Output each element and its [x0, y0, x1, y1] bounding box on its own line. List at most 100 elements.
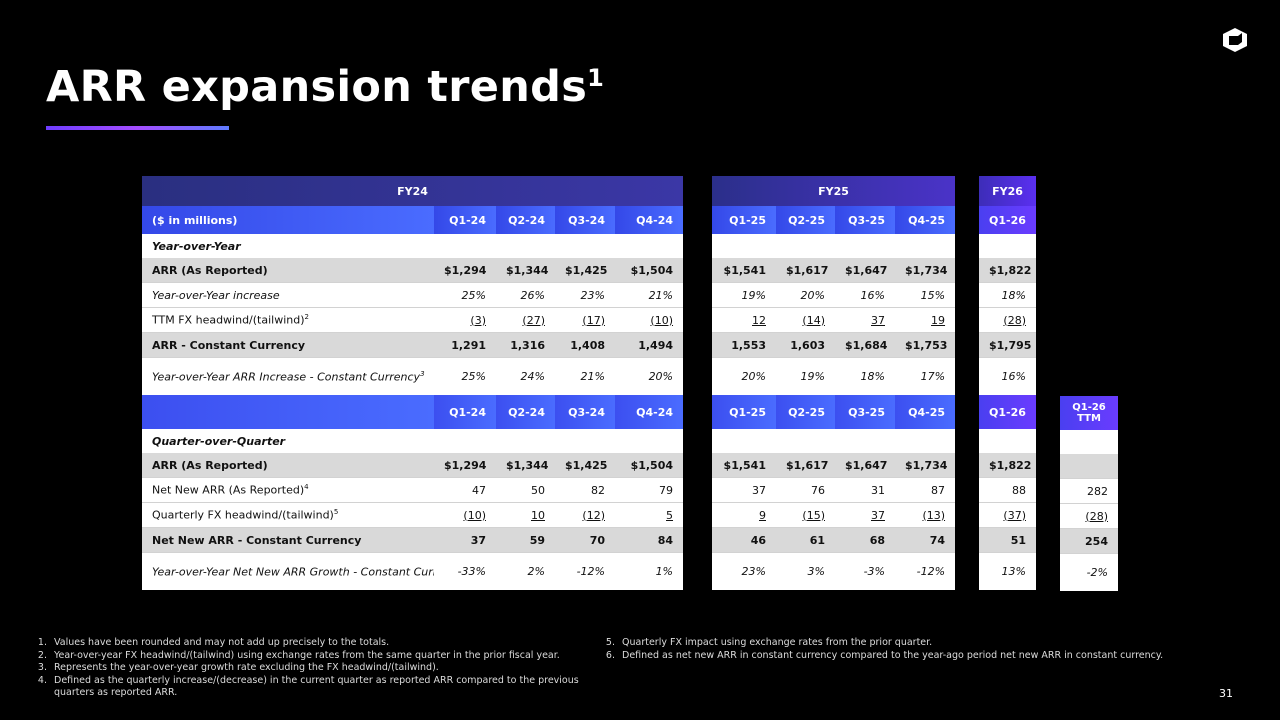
- table-cell: 37: [434, 527, 496, 553]
- table-cell: 37: [712, 477, 776, 503]
- table-cell: $1,344: [496, 258, 555, 283]
- footnote: Represents the year-over-year growth rat…: [50, 662, 586, 675]
- row-label: Year-over-Year ARR Increase - Constant C…: [142, 357, 434, 395]
- table-cell: $1,822: [979, 453, 1036, 478]
- row-label: Net New ARR - Constant Currency: [142, 527, 434, 553]
- table-cell: 51: [979, 527, 1036, 553]
- table-cell: 3%: [776, 552, 835, 590]
- fy24-col-header: Q3-24: [555, 206, 615, 234]
- table-cell: $1,617: [776, 258, 835, 283]
- table-cell: 1,316: [496, 332, 555, 358]
- section-yoy: Year-over-Year: [142, 234, 684, 258]
- table-cell: (37): [979, 502, 1036, 528]
- table-row: 9 (15) 37 (13): [712, 502, 956, 528]
- table-cell: 16%: [979, 357, 1036, 395]
- fy25-col-header: Q1-25: [712, 206, 776, 234]
- fy25-col-header: Q2-25: [776, 395, 835, 429]
- table-row: 282: [1060, 478, 1118, 504]
- table-cell: 88: [979, 477, 1036, 503]
- ttm-header: Q1-26 TTM: [1060, 396, 1118, 430]
- fy26-quarter-top: Q1-26: [979, 206, 1036, 234]
- fy25-col-header: Q3-25: [835, 206, 895, 234]
- footnote: Year-over-year FX headwind/(tailwind) us…: [50, 650, 586, 663]
- table-cell: $1,684: [835, 332, 895, 358]
- fy25-col-header: Q4-25: [895, 206, 956, 234]
- table-cell: 13%: [979, 552, 1036, 590]
- table-cell: $1,753: [895, 332, 956, 358]
- table-cell: 2%: [496, 552, 555, 590]
- table-row: 46 61 68 74: [712, 527, 956, 553]
- fy26-quarter-bottom: Q1-26: [979, 395, 1036, 429]
- table-cell: $1,294: [434, 453, 496, 478]
- table-cell: (28): [979, 307, 1036, 333]
- footnotes-left: Values have been rounded and may not add…: [26, 637, 586, 700]
- table-cell: $1,795: [979, 332, 1036, 358]
- table-row: ARR - Constant Currency 1,291 1,316 1,408 1,…: [142, 332, 684, 358]
- table-cell: 76: [776, 477, 835, 503]
- table-cell: 59: [496, 527, 555, 553]
- table-row: Year-over-Year Net New ARR Growth - Cons…: [142, 552, 684, 590]
- footnote: Quarterly FX impact using exchange rates…: [618, 637, 1194, 650]
- table-cell: 1,553: [712, 332, 776, 358]
- table-row: $1,795: [979, 332, 1036, 358]
- table-row: 16%: [979, 357, 1036, 395]
- table-cell: 12: [712, 307, 776, 333]
- footnote: Values have been rounded and may not add…: [50, 637, 586, 650]
- table-cell: (14): [776, 307, 835, 333]
- table-cell: 1,408: [555, 332, 615, 358]
- table-cell: $1,294: [434, 258, 496, 283]
- table-cell: (15): [776, 502, 835, 528]
- fy24-col-header: Q3-24: [555, 395, 615, 429]
- footnote: Defined as the quarterly increase/(decre…: [50, 675, 586, 700]
- fy24-col-header: Q1-24: [434, 206, 496, 234]
- table-row: 12 (14) 37 19: [712, 307, 956, 333]
- table-row: 51: [979, 527, 1036, 553]
- page-title: ARR expansion trends1: [46, 62, 605, 112]
- table-cell: 37: [835, 502, 895, 528]
- table-cell: $1,647: [835, 258, 895, 283]
- table-cell: 16%: [835, 282, 895, 308]
- company-logo-icon: [1223, 28, 1247, 52]
- fy24-col-header: Q2-24: [496, 206, 555, 234]
- table-cell: 20%: [615, 357, 684, 395]
- table-cell: 61: [776, 527, 835, 553]
- table-cell: 37: [835, 307, 895, 333]
- table-cell: -12%: [895, 552, 956, 590]
- table-cell: 282: [1060, 478, 1118, 504]
- table-cell: 20%: [776, 282, 835, 308]
- table-row: $1,822: [979, 258, 1036, 283]
- table-cell: 20%: [712, 357, 776, 395]
- table-cell: 70: [555, 527, 615, 553]
- table-cell: -12%: [555, 552, 615, 590]
- row-label: Quarterly FX headwind/(tailwind)5: [142, 502, 434, 528]
- table-row: ARR (As Reported) $1,294 $1,344 $1,425 $1,50…: [142, 258, 684, 283]
- fy26-table: FY26 Q1-26 $1,822 18% (28) $1,795 16% Q1-26 …: [979, 176, 1036, 590]
- table-row: (37): [979, 502, 1036, 528]
- fy24-col-header: Q4-24: [615, 206, 684, 234]
- table-cell: 1,494: [615, 332, 684, 358]
- table-cell: 87: [895, 477, 956, 503]
- table-cell: 25%: [434, 282, 496, 308]
- table-cell: 24%: [496, 357, 555, 395]
- fy26-header: FY26: [979, 176, 1036, 206]
- table-cell: 84: [615, 527, 684, 553]
- table-cell: 21%: [615, 282, 684, 308]
- table-cell: 79: [615, 477, 684, 503]
- table-cell: (27): [496, 307, 555, 333]
- table-cell: $1,425: [555, 258, 615, 283]
- fy25-col-header: Q2-25: [776, 206, 835, 234]
- table-row: 13%: [979, 552, 1036, 590]
- table-cell: $1,344: [496, 453, 555, 478]
- table-cell: 23%: [555, 282, 615, 308]
- row-label: ARR (As Reported): [142, 453, 434, 478]
- table-row: 254: [1060, 528, 1118, 554]
- table-row: 88: [979, 477, 1036, 503]
- table-cell: $1,504: [615, 258, 684, 283]
- table-row: ARR (As Reported) $1,294 $1,344 $1,425 $1,50…: [142, 453, 684, 478]
- table-row: $1,822: [979, 453, 1036, 478]
- table-cell: 1%: [615, 552, 684, 590]
- table-row: 19% 20% 16% 15%: [712, 282, 956, 308]
- table-cell: $1,541: [712, 258, 776, 283]
- table-cell: $1,734: [895, 258, 956, 283]
- page-number: 31: [1219, 687, 1233, 700]
